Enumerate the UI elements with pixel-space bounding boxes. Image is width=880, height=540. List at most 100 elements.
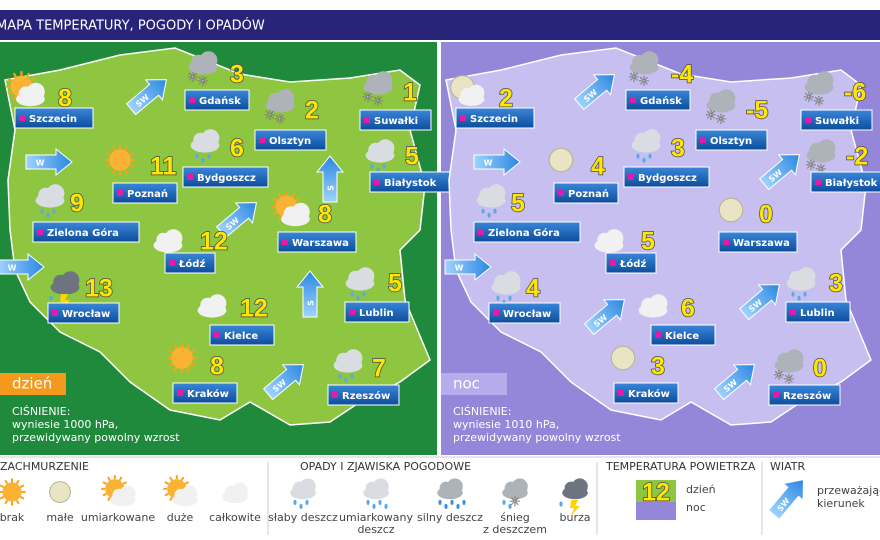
sun-ray — [124, 146, 129, 152]
cloud-part — [372, 478, 389, 495]
city-label-box — [768, 384, 841, 406]
snowflake: ✳ — [784, 373, 795, 388]
weather-icon — [104, 144, 136, 176]
sun-ray — [107, 476, 111, 481]
city-label-box — [800, 109, 873, 131]
weather-icon — [363, 478, 389, 509]
legend-item: całkowite — [209, 511, 261, 524]
drop — [46, 212, 50, 218]
temperature: -6 — [844, 79, 866, 107]
sun-ray — [12, 95, 17, 101]
sun-ray — [12, 72, 17, 78]
drop — [338, 373, 342, 379]
city-label-box — [172, 382, 238, 404]
cloud-part — [344, 349, 363, 368]
weather-icon: ✳ ✳ — [773, 349, 804, 388]
cloud-part — [376, 139, 395, 158]
cloud-part — [46, 184, 65, 203]
cloud-part — [817, 139, 836, 158]
city-name: Gdańsk — [640, 95, 682, 107]
city-label-box — [209, 324, 275, 346]
cloud-part — [374, 71, 393, 90]
weather-icon — [437, 478, 466, 509]
wind-arrow-shape — [738, 284, 780, 321]
sun-ray — [184, 481, 190, 485]
cloud-part — [181, 485, 198, 502]
legend-item: silny deszcz — [417, 511, 483, 524]
sun-ray — [111, 146, 116, 152]
legend-item: małe — [46, 511, 74, 524]
weather-icon — [345, 267, 375, 301]
weather-icon — [35, 184, 65, 218]
cloud-part — [199, 51, 218, 70]
cloud-part — [299, 478, 316, 495]
legend-title: OPADY I ZJAWISKA POGODOWE — [300, 460, 471, 473]
wind-label: W — [484, 159, 493, 168]
weather-icon — [101, 475, 136, 507]
wind-arrow: S — [295, 270, 325, 318]
drop — [356, 295, 360, 301]
temperature: 5 — [388, 270, 402, 298]
pressure-text: wyniesie 1010 hPa, — [453, 418, 559, 431]
city-name: Szczecin — [470, 114, 518, 125]
moon-disc — [718, 197, 744, 223]
drop — [293, 499, 297, 505]
sun-ray — [118, 476, 123, 481]
snowflake: ✳ — [814, 95, 825, 110]
city-name: Gdańsk — [199, 95, 241, 107]
city-label-box — [605, 252, 657, 274]
drop — [372, 503, 376, 509]
temperature: -4 — [671, 61, 693, 89]
snowflake: ✳ — [804, 91, 815, 106]
weather-icon — [333, 349, 363, 383]
cloud-part — [642, 129, 661, 148]
wind-arrow: SW — [125, 79, 167, 116]
city-name: Suwałki — [374, 116, 418, 127]
sun-ray — [25, 72, 31, 78]
cloud-part — [164, 229, 183, 248]
temperature: 3 — [651, 353, 665, 381]
city-marker — [610, 260, 616, 266]
city-name: Kielce — [665, 331, 699, 342]
legend-title: ZACHMURZENIE — [0, 460, 89, 473]
city-name: Warszawa — [292, 238, 349, 249]
city-marker — [460, 115, 466, 121]
wind-arrow: W — [473, 147, 521, 177]
legend-day-swatch — [636, 480, 676, 502]
wind-arrow-shape — [473, 147, 521, 177]
weather-icon: ✳ — [502, 478, 528, 510]
drop — [648, 153, 652, 159]
city-marker — [259, 137, 265, 143]
drop — [508, 295, 512, 301]
sun-ray — [277, 192, 282, 198]
sun-ray — [168, 362, 174, 367]
sun-ray — [277, 215, 282, 221]
drop — [791, 291, 795, 297]
drop — [350, 291, 354, 297]
weather-icon — [610, 345, 636, 371]
drop — [444, 503, 448, 509]
drop — [52, 208, 56, 214]
city-name: Rzeszów — [783, 390, 831, 402]
wind-label: W — [8, 264, 17, 273]
wind-arrow-shape — [713, 364, 755, 401]
city-label-box — [473, 221, 581, 243]
city-label-box — [613, 382, 679, 404]
city-marker — [374, 179, 380, 185]
drop — [496, 295, 500, 301]
pressure-text: CIŚNIENIE: — [12, 405, 70, 418]
city-label-box — [182, 166, 269, 188]
city-name: Poznań — [127, 188, 168, 200]
legend-item: z deszczem — [483, 523, 547, 536]
cloud-part — [649, 294, 668, 313]
cloud-part — [468, 84, 485, 101]
city-name: Wrocław — [503, 309, 551, 320]
snowflake: ✳ — [706, 109, 717, 124]
weather-icon — [559, 478, 588, 516]
sun-ray — [173, 366, 178, 372]
pressure-text: przewidywany powolny wzrost — [453, 431, 621, 444]
city-name: Białystok — [384, 178, 437, 189]
city-name: Łódź — [619, 258, 646, 270]
drop — [350, 373, 354, 379]
moon-disc — [610, 345, 636, 371]
